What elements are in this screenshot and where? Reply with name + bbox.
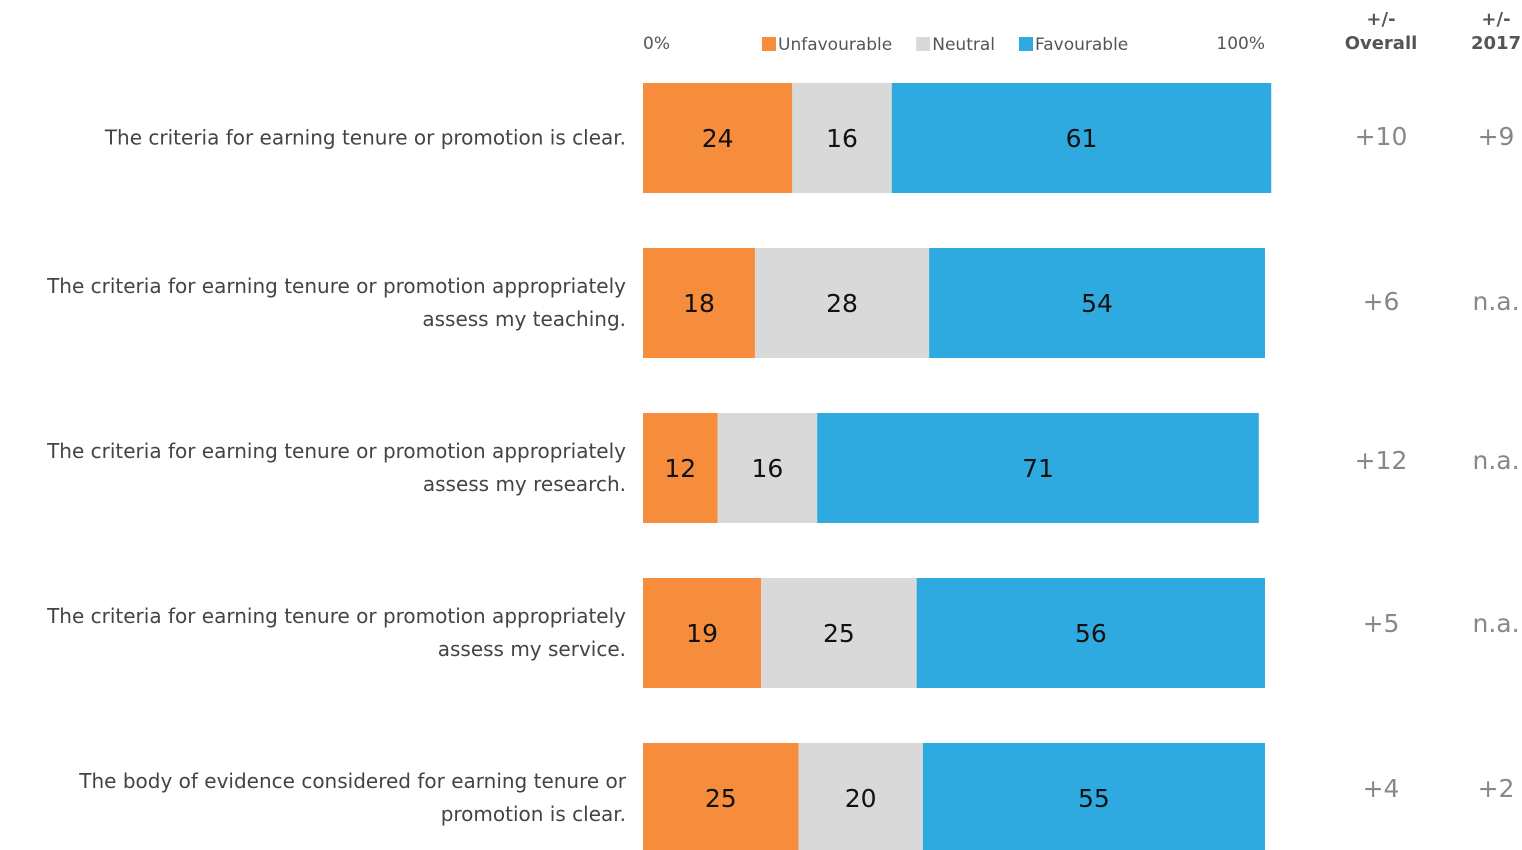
column-header: +/- xyxy=(1481,9,1510,30)
data-label: 28 xyxy=(826,289,858,318)
column-value: +10 xyxy=(1355,122,1408,151)
category-label: The criteria for earning tenure or promo… xyxy=(47,604,626,661)
category-label: The criteria for earning tenure or promo… xyxy=(104,125,626,150)
data-label: 61 xyxy=(1066,124,1098,153)
bar-segment xyxy=(922,743,1265,850)
bar-segment xyxy=(717,413,818,523)
legend-swatch xyxy=(916,37,931,51)
column-value: +4 xyxy=(1363,774,1400,803)
data-label: 71 xyxy=(1022,454,1054,483)
bar-segment xyxy=(754,248,930,358)
data-label: 55 xyxy=(1078,784,1110,813)
column-value: +2 xyxy=(1478,774,1515,803)
data-label: 18 xyxy=(683,289,715,318)
column-value: n.a. xyxy=(1472,609,1519,638)
data-label: 20 xyxy=(845,784,877,813)
bar-segment xyxy=(643,743,799,850)
bar-segment xyxy=(798,743,923,850)
legend-label: Favourable xyxy=(1035,35,1128,55)
column-header: +/- xyxy=(1366,9,1395,30)
data-label: 25 xyxy=(705,784,737,813)
data-label: 19 xyxy=(686,619,718,648)
data-label: 16 xyxy=(751,454,783,483)
data-label: 56 xyxy=(1075,619,1107,648)
bar-segment xyxy=(761,578,917,688)
data-label: 12 xyxy=(664,454,696,483)
bar-segment xyxy=(792,83,892,193)
bar-segment xyxy=(643,413,718,523)
bar-segment xyxy=(643,578,762,688)
bar-segment xyxy=(929,248,1265,358)
legend-label: Neutral xyxy=(932,35,995,55)
bar-segment xyxy=(891,83,1272,193)
data-label: 25 xyxy=(823,619,855,648)
data-label: 16 xyxy=(826,124,858,153)
data-label: 24 xyxy=(702,124,734,153)
legend-label: Unfavourable xyxy=(778,35,892,55)
column-value: n.a. xyxy=(1472,287,1519,316)
bar-segment xyxy=(643,248,755,358)
x-tick-label: 0% xyxy=(643,34,670,54)
column-value: +9 xyxy=(1478,122,1515,151)
bar-segment xyxy=(916,578,1265,688)
category-label: The body of evidence considered for earn… xyxy=(79,769,626,826)
legend-swatch xyxy=(762,37,776,51)
bar-segment xyxy=(643,83,793,193)
column-value: +6 xyxy=(1363,287,1400,316)
category-label: The criteria for earning tenure or promo… xyxy=(47,439,626,496)
bar-segment xyxy=(817,413,1259,523)
column-header: 2017 xyxy=(1471,33,1521,54)
column-header: Overall xyxy=(1345,33,1418,54)
data-label: 54 xyxy=(1081,289,1113,318)
legend-swatch xyxy=(1019,37,1033,51)
category-label: The criteria for earning tenure or promo… xyxy=(47,274,626,331)
column-value: +12 xyxy=(1355,446,1408,475)
column-value: +5 xyxy=(1363,609,1400,638)
column-value: n.a. xyxy=(1472,446,1519,475)
x-tick-label: 100% xyxy=(1216,34,1265,54)
